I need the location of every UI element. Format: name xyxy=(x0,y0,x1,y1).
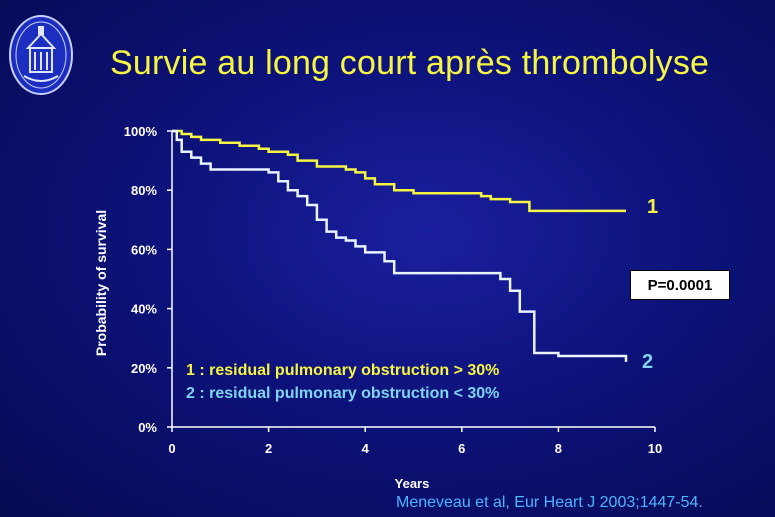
x-tick-label: 8 xyxy=(555,441,562,456)
p-value-text: P=0.0001 xyxy=(647,276,713,294)
y-tick-label: 40% xyxy=(131,302,157,317)
chart-axes xyxy=(171,131,655,428)
curve-label-2: 2 xyxy=(642,351,654,373)
y-tick-label: 60% xyxy=(131,242,157,257)
x-tick-label: 4 xyxy=(362,441,370,456)
legend-item-2: 2 : residual pulmonary obstruction < 30% xyxy=(186,385,500,402)
x-tick-label: 2 xyxy=(265,441,272,456)
y-tick-label: 100% xyxy=(124,124,158,139)
p-value-box: P=0.0001 xyxy=(630,270,730,300)
y-tick-label: 0% xyxy=(138,420,157,435)
citation: Meneveau et al, Eur Heart J 2003;1447-54… xyxy=(396,494,703,511)
x-tick-label: 6 xyxy=(458,441,465,456)
chart-ticks: 0 2 4 6 8 100%20%40%60%80%100% xyxy=(124,124,662,456)
x-tick-label: 10 xyxy=(648,441,662,456)
x-axis-label: Years xyxy=(395,476,430,491)
survival-curve-2 xyxy=(172,129,628,362)
survival-curve-1 xyxy=(172,129,626,213)
legend-item-1: 1 : residual pulmonary obstruction > 30% xyxy=(186,362,500,379)
y-tick-label: 20% xyxy=(131,361,157,376)
university-seal-logo xyxy=(9,15,73,95)
slide-title: Survie au long court après thrombolyse xyxy=(110,44,710,82)
x-tick-label: 0 xyxy=(168,441,175,456)
y-axis-label: Probability of survival xyxy=(93,210,109,356)
chart-curves xyxy=(172,129,628,362)
curve-label-1: 1 xyxy=(647,196,659,218)
y-tick-label: 80% xyxy=(131,183,157,198)
